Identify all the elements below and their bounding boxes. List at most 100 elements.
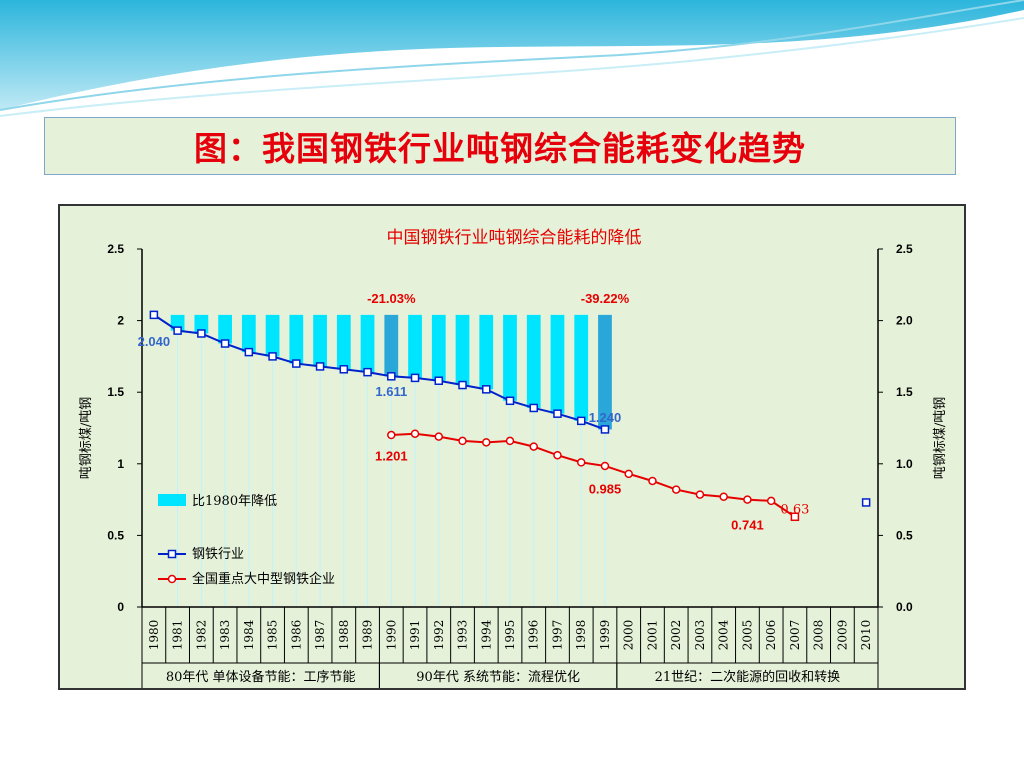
data-annotation: -21.03% [367,291,416,306]
series-point [339,365,349,374]
series-point [458,380,467,390]
x-tick-label: 1996 [527,620,541,651]
data-annotation: 1.201 [375,449,408,464]
series-point [529,403,538,413]
data-annotation: 1.240 [589,410,622,425]
y-tick-label-right: 0.5 [896,528,913,542]
x-tick-label: 2000 [622,620,636,651]
data-annotation: -39.22% [581,291,630,306]
series-point [576,458,586,467]
series-point [482,385,491,394]
bar-reduction [241,314,256,353]
series-point [482,438,491,447]
series-point [743,495,752,504]
x-tick-label: 2001 [645,620,659,651]
series-point [434,376,444,385]
series-point [292,359,301,368]
series-point [600,425,610,434]
x-tick-label: 1998 [574,620,588,651]
bar-reduction [574,314,589,421]
bar-reduction [384,314,399,377]
chart-title: 中国钢铁行业吨钢综合能耗的降低 [387,228,642,248]
y-tick-label-left: 2.5 [107,242,124,256]
x-tick-label: 1999 [598,620,612,651]
y-tick-label-left: 1 [117,457,124,471]
x-tick-label: 1992 [432,620,446,651]
y-tick-label-right: 0.0 [896,600,913,614]
x-tick-label: 1988 [337,620,351,651]
x-tick-label: 2009 [835,620,849,651]
bar-reduction [431,314,446,381]
data-annotation: 1.611 [375,384,407,399]
x-tick-label: 1981 [171,620,185,651]
bar-reduction [598,314,612,430]
series-point [671,485,681,494]
x-tick-label: 2003 [693,620,707,651]
x-tick-label: 1997 [550,620,564,651]
x-tick-label: 1990 [384,620,398,651]
data-annotation: 2.040 [138,334,171,349]
series-point [220,339,230,348]
series-point [505,436,515,446]
legend-marker-steel [167,549,177,559]
series-point [363,367,372,377]
bar-reduction [408,314,422,378]
x-tick-label: 2007 [788,620,802,651]
bar-reduction [289,314,304,364]
y-tick-label-right: 2.0 [896,314,913,328]
y-tick-label-right: 2.5 [896,242,913,256]
series-point [458,436,467,446]
bar-reduction [218,314,232,344]
x-tick-label: 2010 [859,620,873,651]
y-tick-label-right: 1.0 [896,457,913,471]
x-tick-label: 2008 [812,620,826,651]
x-tick-label: 1980 [147,620,161,651]
x-tick-label: 1984 [242,619,256,650]
series-point [315,362,325,371]
y-tick-label-left: 2 [117,314,124,328]
chart-svg: 中国钢铁行业吨钢综合能耗的降低 0 0.0 0.5 0.5 1 1.0 1.5 1.5 2 2.0… [79,228,948,688]
legend-swatch-bars [158,494,186,506]
y-tick-label-right: 1.5 [896,385,913,399]
series-point [173,326,182,335]
x-tick-label: 1993 [456,620,470,651]
data-annotation: 0.985 [589,482,622,497]
background-waves [0,0,1024,117]
chart-panel: 中国钢铁行业吨钢综合能耗的降低 0 0.0 0.5 0.5 1 1.0 1.5 1.5 2 2.0… [58,204,966,690]
bar-reduction [194,314,209,334]
y-axis-right-label: 吨钢标煤/吨钢 [933,397,948,479]
series-point [576,416,586,426]
x-tick-label: 1995 [503,620,517,651]
series-point [529,442,538,451]
x-tick-label: 2004 [717,619,731,650]
bar-reduction [455,314,470,386]
bar-reduction [526,314,541,408]
series-point [434,432,444,441]
x-tick-label: 1982 [194,620,208,651]
series-point [648,476,657,486]
series-point [244,347,254,357]
series-point [695,490,705,499]
series-point [600,461,610,471]
series-point [410,429,420,438]
series-point [149,310,159,320]
x-tick-label: 1989 [361,620,375,651]
y-tick-label-left: 0 [117,600,124,614]
series-point [197,329,206,338]
x-tick-label: 1991 [408,620,422,651]
x-tick-label: 2006 [764,620,778,651]
series-point [387,372,396,381]
x-tick-label: 1987 [313,620,327,651]
series-point [410,373,420,383]
series-point [268,352,277,361]
legend-label-steel: 钢铁行业 [192,547,244,562]
legend-label-bars: 比1980年降低 [192,494,277,509]
series-point [719,492,728,501]
x-tick-label: 1994 [479,619,493,650]
page-title: 图：我国钢铁行业吨钢综合能耗变化趋势 [194,129,806,168]
series-point [790,512,800,522]
bar-reduction [503,314,517,401]
x-tick-label: 1985 [266,620,280,651]
y-tick-label-left: 0.5 [107,528,124,542]
bar-reduction [313,314,327,367]
